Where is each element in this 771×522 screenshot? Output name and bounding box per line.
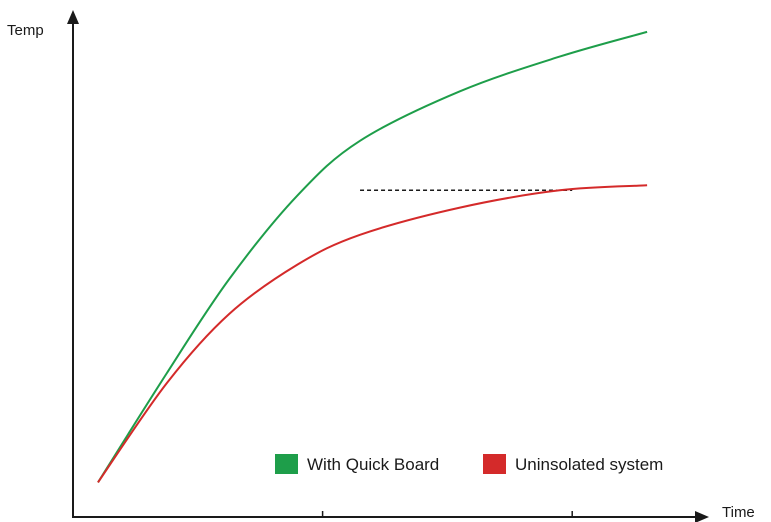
legend-label-uninsolated-system: Uninsolated system [515, 455, 663, 474]
x-axis-label: Time [722, 504, 755, 521]
y-axis-label: Temp [7, 22, 44, 39]
legend-swatch-with-quick-board [275, 454, 298, 474]
legend-label-with-quick-board: With Quick Board [307, 455, 439, 474]
x-axis-arrow [695, 511, 709, 522]
axes [67, 10, 709, 522]
series-line-uninsolated-system [97, 184, 648, 483]
series-line-with-quick-board [97, 30, 648, 483]
legend: With Quick Board Uninsolated system [275, 454, 663, 474]
x-ticks [321, 511, 573, 517]
legend-swatch-uninsolated-system [483, 454, 506, 474]
y-axis-arrow [67, 10, 79, 24]
